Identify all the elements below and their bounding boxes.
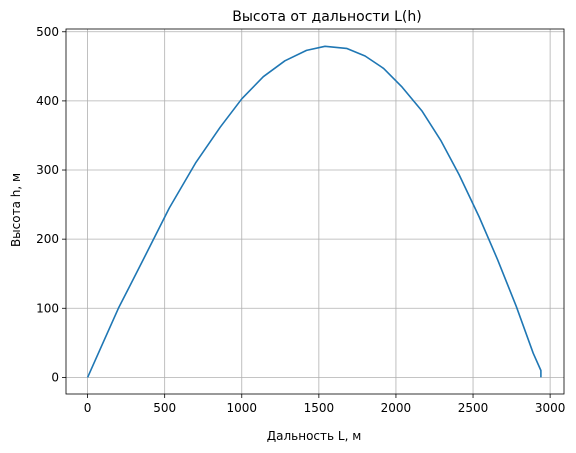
- y-tick-label: 200: [36, 232, 59, 246]
- y-tick-label: 400: [36, 94, 59, 108]
- y-tick-label: 300: [36, 163, 59, 177]
- y-tick-label: 0: [51, 370, 59, 384]
- x-tick-label: 1500: [304, 401, 335, 415]
- x-tick-label: 500: [153, 401, 176, 415]
- y-axis-label: Высота h, м: [9, 173, 23, 247]
- y-tick-label: 100: [36, 301, 59, 315]
- x-tick-label: 0: [84, 401, 92, 415]
- x-tick-label: 1000: [226, 401, 257, 415]
- x-axis: 0 500 1000 1500 2000 2500 3000: [84, 394, 566, 415]
- x-tick-label: 2000: [381, 401, 412, 415]
- plot-frame: [66, 29, 564, 394]
- x-axis-label: Дальность L, м: [267, 429, 362, 443]
- y-axis: 0 100 200 300 400 500: [36, 25, 66, 385]
- y-tick-label: 500: [36, 25, 59, 39]
- grid: [66, 29, 564, 394]
- x-tick-label: 3000: [535, 401, 566, 415]
- chart-title: Высота от дальности L(h): [232, 9, 421, 25]
- x-tick-label: 2500: [458, 401, 489, 415]
